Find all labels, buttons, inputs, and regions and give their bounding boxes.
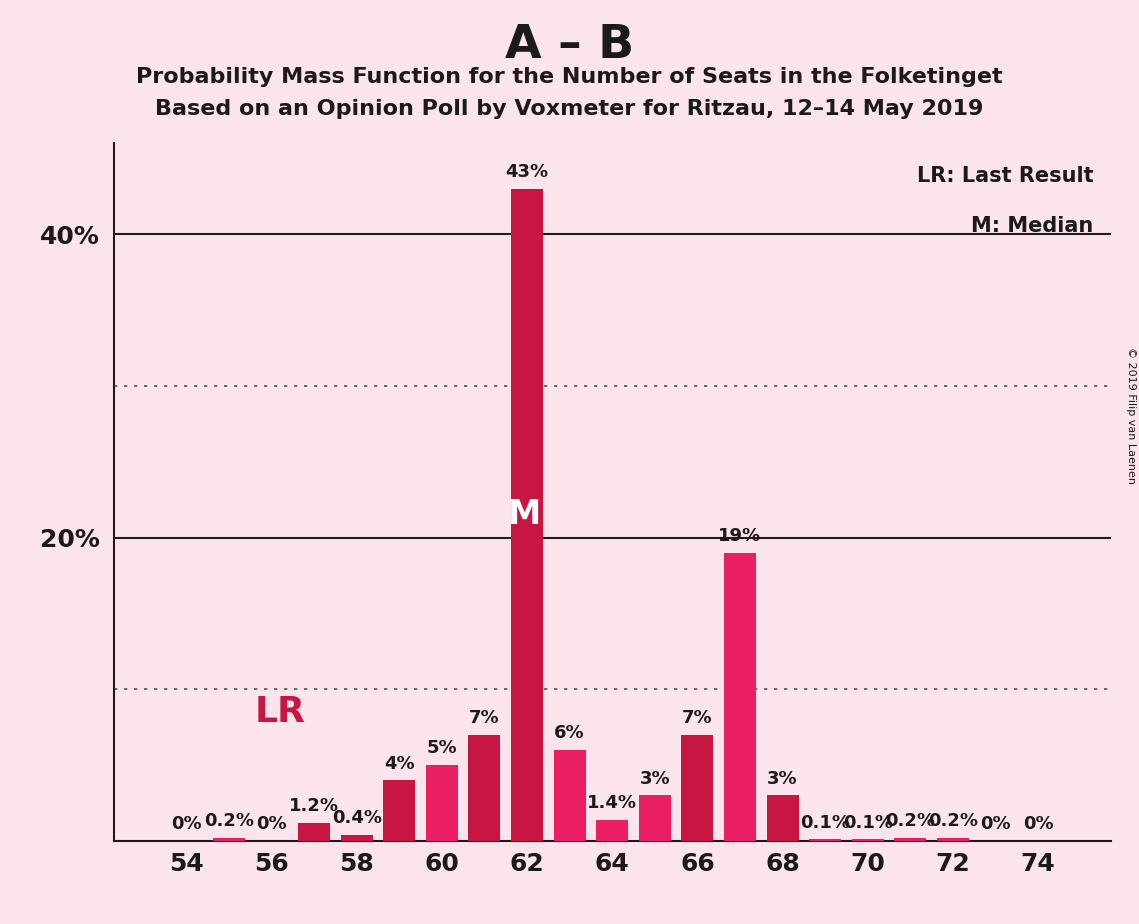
Text: 0%: 0% — [171, 815, 202, 833]
Bar — [596, 820, 629, 841]
Bar — [468, 735, 500, 841]
Text: 0.2%: 0.2% — [204, 812, 254, 831]
Text: 4%: 4% — [384, 755, 415, 772]
Text: 0.2%: 0.2% — [885, 812, 935, 831]
Text: M: M — [508, 498, 541, 531]
Text: A – B: A – B — [505, 23, 634, 68]
Bar — [341, 834, 372, 841]
Text: 6%: 6% — [555, 724, 585, 742]
Text: 0.1%: 0.1% — [801, 814, 850, 832]
Text: 0%: 0% — [981, 815, 1010, 833]
Text: 43%: 43% — [506, 164, 549, 181]
Text: M: Median: M: Median — [972, 216, 1093, 236]
Text: 7%: 7% — [469, 709, 500, 727]
Bar — [554, 750, 585, 841]
Text: Probability Mass Function for the Number of Seats in the Folketinget: Probability Mass Function for the Number… — [137, 67, 1002, 87]
Bar — [681, 735, 713, 841]
Text: 0.1%: 0.1% — [843, 814, 893, 832]
Text: 5%: 5% — [426, 739, 457, 758]
Text: 7%: 7% — [682, 709, 713, 727]
Bar — [384, 780, 416, 841]
Text: Based on an Opinion Poll by Voxmeter for Ritzau, 12–14 May 2019: Based on an Opinion Poll by Voxmeter for… — [155, 99, 984, 119]
Bar — [767, 796, 798, 841]
Bar — [852, 839, 884, 841]
Bar — [639, 796, 671, 841]
Text: 3%: 3% — [768, 770, 798, 788]
Bar — [426, 765, 458, 841]
Text: 0.2%: 0.2% — [928, 812, 978, 831]
Bar — [937, 838, 969, 841]
Bar — [894, 838, 926, 841]
Text: 1.2%: 1.2% — [289, 797, 339, 815]
Bar — [298, 822, 330, 841]
Text: 0%: 0% — [1023, 815, 1054, 833]
Text: LR: LR — [255, 695, 305, 729]
Text: LR: Last Result: LR: Last Result — [917, 166, 1093, 186]
Bar — [809, 839, 841, 841]
Bar — [724, 553, 756, 841]
Text: 19%: 19% — [719, 527, 762, 545]
Text: 0.4%: 0.4% — [331, 809, 382, 827]
Text: 3%: 3% — [639, 770, 670, 788]
Bar — [511, 188, 543, 841]
Text: © 2019 Filip van Laenen: © 2019 Filip van Laenen — [1126, 347, 1136, 484]
Text: 1.4%: 1.4% — [588, 794, 637, 812]
Text: 0%: 0% — [256, 815, 287, 833]
Bar — [213, 838, 245, 841]
